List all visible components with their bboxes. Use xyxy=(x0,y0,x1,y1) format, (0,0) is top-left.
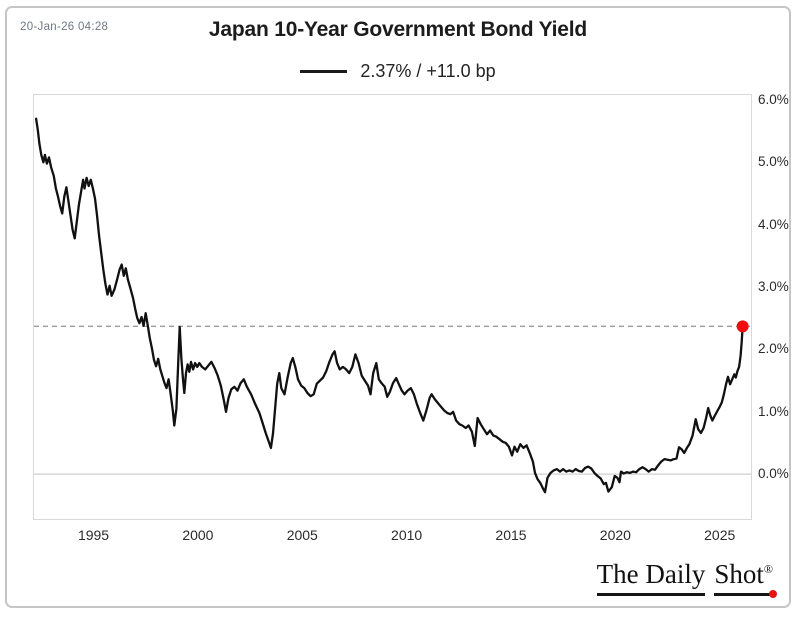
line-chart-plot xyxy=(34,117,751,494)
legend-label: 2.37% / +11.0 bp xyxy=(360,61,496,81)
x-tick-label: 2025 xyxy=(704,527,736,543)
y-tick-label: 3.0% xyxy=(758,279,789,295)
y-tick-label: 4.0% xyxy=(758,216,789,232)
y-tick-label: 6.0% xyxy=(758,92,789,107)
y-tick-label: 5.0% xyxy=(758,154,789,170)
chart-timestamp: 20-Jan-26 04:28 xyxy=(20,21,109,33)
latest-value-dot xyxy=(736,320,749,333)
x-tick-label: 1995 xyxy=(77,527,110,543)
logo-red-dot-icon xyxy=(769,590,777,598)
chart-legend: 2.37% / +11.0 bp xyxy=(7,61,789,82)
x-tick-label: 2015 xyxy=(495,527,527,543)
y-tick-label: 0.0% xyxy=(758,466,789,482)
x-axis: 1995 2000 2005 2010 2015 2020 2025 xyxy=(33,524,750,546)
y-axis: 6.0% 5.0% 4.0% 3.0% 2.0% 1.0% 0.0% xyxy=(758,92,798,518)
legend-line-swatch-icon xyxy=(300,70,348,73)
y-tick-label: 2.0% xyxy=(758,341,789,357)
daily-shot-logo: The Daily Shot® xyxy=(596,559,777,598)
chart-title: Japan 10-Year Government Bond Yield xyxy=(208,18,588,41)
yield-line-series xyxy=(34,117,744,494)
y-tick-label: 1.0% xyxy=(758,403,789,419)
x-tick-label: 2005 xyxy=(286,527,318,543)
logo-word-shot: Shot® xyxy=(714,559,773,596)
logo-word-the-daily: The Daily xyxy=(596,559,706,596)
registered-mark: ® xyxy=(763,562,773,576)
x-tick-label: 2000 xyxy=(182,527,214,543)
chart-card: 20-Jan-26 04:28 Japan 10-Year Government… xyxy=(5,6,791,608)
x-tick-label: 2020 xyxy=(599,527,631,543)
x-tick-label: 2010 xyxy=(391,527,423,543)
plot-area xyxy=(33,94,752,520)
